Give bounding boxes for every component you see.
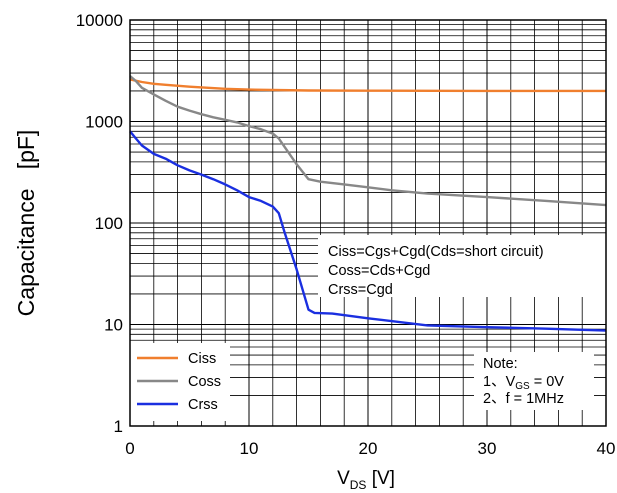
note-box: Note: 1、VGS = 0V 2、f = 1MHz: [474, 352, 594, 410]
legend-label-ciss: Ciss: [188, 351, 216, 367]
y-axis-label: Capacitance [pF]: [13, 130, 39, 317]
x-tick-label: 0: [125, 439, 134, 458]
series-layer: [129, 75, 607, 332]
x-axis-label-sub: DS: [350, 478, 367, 492]
x-tick-label: 10: [240, 439, 259, 458]
formula-annotation-bg: [318, 235, 607, 297]
y-tick-label: 1: [114, 417, 123, 436]
annotation-ciss: Ciss=Cgs+Cgd(Cds=short circuit): [328, 244, 544, 260]
x-axis-label-unit: [V]: [366, 468, 395, 489]
x-axis-label: VDS [V]: [337, 468, 395, 492]
annotation-crss: Crss=Cgd: [328, 282, 393, 298]
y-tick-label: 10000: [76, 11, 123, 30]
legend-label-coss: Coss: [188, 374, 221, 390]
note-line-vgs-suffix: = 0V: [530, 374, 565, 390]
note-title: Note:: [483, 356, 518, 372]
tick-labels: 0 10 20 30 40 1 10 100 1000 10000: [76, 11, 616, 458]
x-tick-label: 20: [359, 439, 378, 458]
x-tick-label: 40: [597, 439, 616, 458]
legend: Ciss Coss Crss: [130, 343, 230, 421]
y-tick-label: 10: [104, 316, 123, 335]
legend-label-crss: Crss: [188, 397, 218, 413]
series-line-coss: [129, 75, 607, 207]
series-line-ciss: [129, 78, 606, 93]
formula-annotation: Ciss=Cgs+Cgd(Cds=short circuit) Coss=Cds…: [318, 235, 607, 298]
plot-frame: [129, 19, 607, 427]
note-line-vgs: 1、VGS = 0V: [483, 374, 564, 392]
note-line-vgs-prefix: 1、V: [483, 374, 516, 390]
series-line-crss: [129, 130, 607, 332]
y-tick-label: 1000: [85, 113, 123, 132]
x-tick-label: 30: [478, 439, 497, 458]
note-line-freq: 2、f = 1MHz: [483, 391, 564, 407]
note-line-vgs-sub: GS: [515, 381, 530, 392]
y-tick-label: 100: [95, 214, 123, 233]
x-axis-label-main: V: [337, 468, 350, 489]
annotation-coss: Coss=Cds+Cgd: [328, 263, 430, 279]
note-box-bg: [474, 352, 594, 410]
